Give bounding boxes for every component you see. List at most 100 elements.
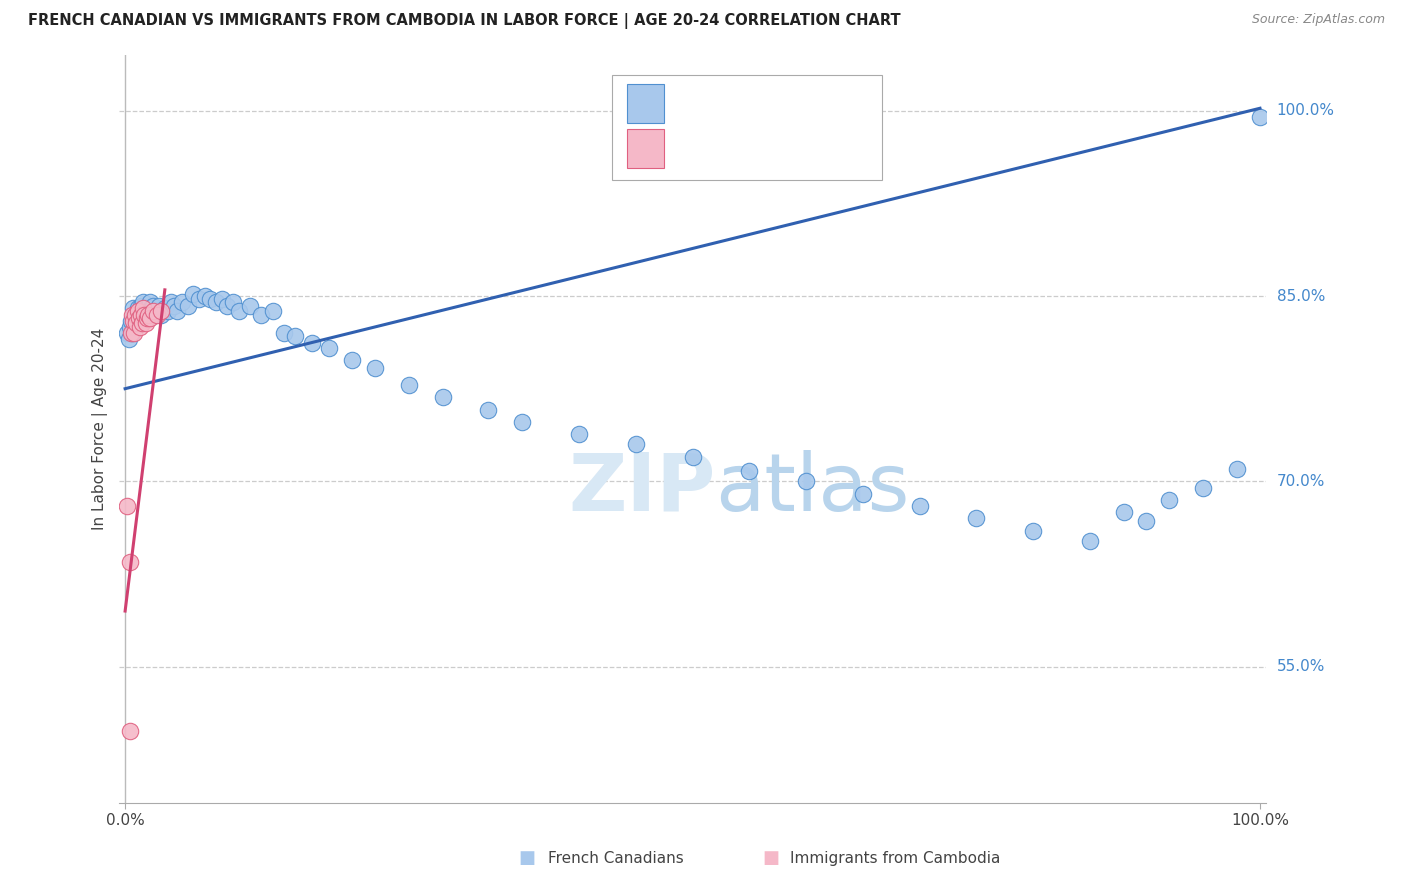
Point [132,295,155,310]
Point [738,465,761,479]
Point [128,319,150,334]
Point [852,486,875,500]
Point [1022,524,1045,538]
FancyBboxPatch shape [627,84,664,123]
Point [128,316,150,330]
Point [200,292,222,306]
Point [136,308,159,322]
Point [142,299,165,313]
Text: N = 23: N = 23 [785,139,846,158]
Point [129,308,152,322]
Point [128,311,150,326]
Point [217,299,239,313]
Point [141,303,163,318]
Point [135,301,157,316]
Point [138,311,160,326]
Point [127,303,149,318]
Point [1159,492,1181,507]
Point [624,437,647,451]
Text: Immigrants from Cambodia: Immigrants from Cambodia [790,851,1001,865]
Text: atlas: atlas [716,450,910,528]
Point [122,326,145,340]
Point [176,299,198,313]
Point [157,303,180,318]
Point [228,303,250,318]
Point [794,475,817,489]
Point [135,316,157,330]
Point [205,295,228,310]
Point [120,326,142,340]
Point [141,301,163,316]
Point [682,450,704,464]
Point [118,555,141,569]
Point [1192,481,1215,495]
Point [163,299,186,313]
Point [118,723,141,738]
Point [143,308,166,322]
Point [222,295,245,310]
Point [965,511,987,525]
Point [120,314,142,328]
Point [139,311,162,326]
Point [262,303,284,318]
Point [153,301,176,316]
FancyBboxPatch shape [627,129,664,168]
Point [284,328,307,343]
Point [128,308,150,322]
Point [122,301,145,316]
Point [148,299,170,313]
Point [432,390,454,404]
Point [1249,110,1271,124]
Point [146,303,169,318]
Point [908,499,931,513]
Point [127,301,149,316]
Point [477,402,499,417]
Point [364,360,387,375]
Point [1078,533,1101,548]
Point [129,299,152,313]
Point [146,308,169,322]
Point [150,308,173,322]
Text: Source: ZipAtlas.com: Source: ZipAtlas.com [1251,13,1385,27]
Text: N = 73: N = 73 [785,95,846,112]
FancyBboxPatch shape [612,75,882,180]
Point [135,308,157,322]
Point [125,316,148,330]
Point [124,308,146,322]
Point [181,286,204,301]
Point [340,353,363,368]
Text: French Canadians: French Canadians [548,851,685,865]
Point [131,316,153,330]
Point [193,289,215,303]
Point [131,303,153,318]
Text: R = 0.543: R = 0.543 [673,139,756,158]
Point [187,292,209,306]
Point [250,308,273,322]
Point [1135,514,1157,528]
Point [166,303,188,318]
Point [301,336,323,351]
Text: ■: ■ [519,849,536,867]
Point [122,319,145,334]
Text: 100.0%: 100.0% [1277,103,1334,119]
Point [132,301,155,316]
Y-axis label: In Labor Force | Age 20-24: In Labor Force | Age 20-24 [93,327,108,530]
Point [568,427,591,442]
Point [273,326,295,340]
Point [211,292,233,306]
Point [118,319,141,334]
Point [121,308,143,322]
Point [135,311,157,326]
Point [139,295,162,310]
Point [121,326,143,340]
Point [134,311,156,326]
Point [239,299,262,313]
Point [318,341,340,355]
Text: ZIP: ZIP [568,450,716,528]
Point [1226,462,1249,476]
Text: 85.0%: 85.0% [1277,288,1324,303]
Text: FRENCH CANADIAN VS IMMIGRANTS FROM CAMBODIA IN LABOR FORCE | AGE 20-24 CORRELATI: FRENCH CANADIAN VS IMMIGRANTS FROM CAMBO… [28,13,901,29]
Point [134,308,156,322]
Point [117,332,139,346]
Text: R = 0.516: R = 0.516 [673,95,756,112]
